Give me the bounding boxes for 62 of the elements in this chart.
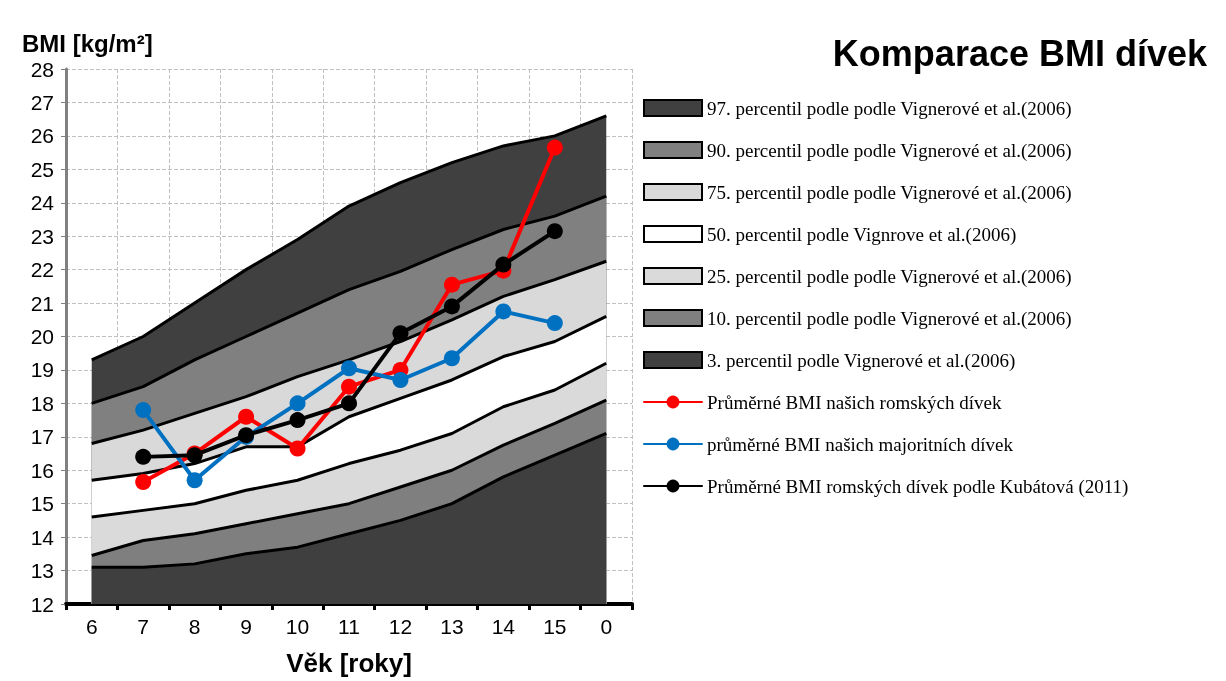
x-tick-label: 11: [338, 615, 360, 638]
x-tick-label: 0: [600, 615, 613, 638]
point: [392, 371, 409, 388]
y-tick-label: 24: [30, 191, 55, 215]
legend-label: Průměrné BMI romských dívek podle Kubátová (2011): [707, 475, 1129, 498]
point: [135, 402, 152, 419]
legend-label: 97. percentil podle podle Vignerové et al.(2006): [707, 97, 1072, 120]
point: [135, 473, 152, 490]
point: [443, 350, 460, 367]
point: [495, 303, 512, 320]
y-tick-label: 17: [30, 425, 54, 449]
y-tick-label: 18: [30, 391, 54, 415]
y-tick-label: 26: [30, 124, 54, 148]
x-tick-label: 6: [85, 615, 98, 638]
point: [341, 395, 357, 412]
legend-label: 10. percentil podle podle Vignerové et al.(2006): [707, 307, 1072, 330]
y-tick-label: 12: [30, 592, 54, 616]
point: [443, 298, 460, 315]
y-tick-label: 13: [30, 559, 54, 583]
y-tick-label: 14: [30, 525, 55, 549]
point: [289, 395, 306, 412]
x-tick-label: 13: [440, 615, 464, 638]
point: [341, 378, 357, 395]
legend-label: 25. percentil podle podle Vignerové et al.(2006): [707, 265, 1072, 288]
x-tick-label: 12: [388, 615, 413, 638]
y-tick-label: 20: [30, 325, 54, 348]
legend-label: 3. percentil podle Vignerové et al.(2006): [707, 349, 1016, 372]
y-tick-label: 19: [30, 358, 54, 382]
y-tick-label: 16: [30, 458, 54, 482]
y-tick-label: 27: [30, 90, 54, 114]
y-tick-label: 15: [30, 492, 54, 516]
y-tick-label: 28: [30, 57, 54, 81]
x-tick-label: 10: [285, 615, 310, 638]
y-tick-label: 23: [30, 224, 54, 248]
point: [135, 448, 152, 465]
legend-label: 90. percentil podle podle Vignerové et al.(2006): [707, 139, 1072, 162]
point: [546, 223, 563, 240]
point: [289, 412, 306, 429]
x-tick-label: 7: [137, 615, 150, 638]
legend-label: Průměrné BMI našich romských dívek: [707, 391, 1002, 413]
point: [495, 256, 512, 273]
legend-label: průměrné BMI našich majoritních dívek: [707, 433, 1014, 455]
y-tick-label: 25: [30, 157, 54, 181]
point: [238, 408, 255, 425]
point: [392, 325, 409, 342]
point: [546, 315, 563, 332]
x-tick-label: 15: [543, 615, 567, 638]
x-axis-title: Věk [roky]: [286, 648, 412, 678]
x-tick-label: 14: [491, 615, 516, 638]
legend-label: 75. percentil podle podle Vignerové et al.(2006): [707, 181, 1072, 204]
point: [443, 276, 460, 293]
point: [546, 139, 563, 156]
point: [289, 440, 306, 457]
x-tick-label: 9: [240, 615, 252, 638]
y-tick-label: 22: [30, 258, 54, 282]
legend-label: 50. percentil podle Vignrove et al.(2006): [707, 223, 1017, 246]
y-tick-label: 21: [30, 291, 54, 315]
x-tick-label: 8: [188, 615, 201, 638]
text: Komparace BMI dívek: [832, 32, 1208, 74]
y-axis-title: BMI [kg/m²]: [22, 29, 153, 57]
point: [341, 360, 357, 377]
point: [186, 472, 203, 489]
